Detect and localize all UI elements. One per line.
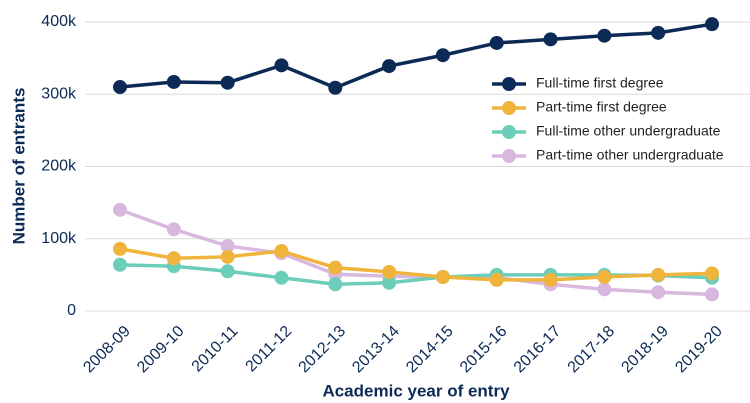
legend-marker bbox=[502, 149, 516, 163]
data-point bbox=[220, 75, 235, 90]
x-tick-label: 2016-17 bbox=[511, 323, 565, 377]
data-point bbox=[113, 80, 127, 95]
y-tick-label: 300k bbox=[41, 85, 77, 102]
x-tick-label: 2013-14 bbox=[349, 323, 403, 377]
data-point bbox=[597, 28, 612, 43]
data-point bbox=[328, 80, 343, 95]
x-tick-label: 2008-09 bbox=[80, 323, 134, 377]
x-tick-label: 2009-10 bbox=[134, 323, 188, 377]
data-point bbox=[274, 244, 289, 259]
data-point bbox=[597, 270, 612, 285]
x-tick-label: 2011-12 bbox=[243, 323, 296, 376]
data-point bbox=[651, 25, 666, 40]
y-axis-title: Number of entrants bbox=[9, 88, 28, 245]
y-tick-label: 200k bbox=[41, 158, 77, 175]
legend-label: Part-time other undergraduate bbox=[536, 147, 724, 163]
x-tick-label: 2018-19 bbox=[618, 323, 672, 377]
series-line bbox=[119, 247, 713, 282]
data-point bbox=[220, 238, 235, 253]
data-point bbox=[220, 249, 235, 264]
legend-label: Full-time other undergraduate bbox=[536, 123, 721, 139]
data-point bbox=[328, 260, 343, 275]
x-axis-title: Academic year of entry bbox=[322, 381, 510, 400]
y-tick-label: 0 bbox=[67, 302, 76, 319]
x-tick-label: 2012-13 bbox=[296, 323, 350, 377]
data-point bbox=[113, 202, 127, 217]
x-tick-label: 2017-18 bbox=[565, 323, 619, 377]
data-point bbox=[597, 282, 612, 297]
data-point bbox=[166, 222, 181, 237]
x-tick-label: 2019-20 bbox=[672, 323, 726, 377]
data-point bbox=[705, 287, 719, 302]
legend-marker bbox=[502, 101, 516, 115]
data-point bbox=[274, 58, 289, 73]
data-point bbox=[220, 264, 235, 279]
data-point bbox=[113, 241, 127, 256]
data-point bbox=[705, 17, 719, 32]
data-point bbox=[435, 270, 450, 285]
series-line bbox=[119, 22, 713, 90]
data-point bbox=[489, 35, 504, 50]
y-tick-label: 400k bbox=[41, 13, 77, 30]
data-point bbox=[113, 257, 127, 272]
x-tick-label: 2015-16 bbox=[457, 323, 511, 377]
legend-marker bbox=[502, 125, 516, 139]
legend-label: Part-time first degree bbox=[536, 99, 667, 115]
data-point bbox=[166, 251, 181, 266]
data-point bbox=[489, 272, 504, 287]
data-point bbox=[651, 267, 666, 282]
series-line bbox=[119, 208, 713, 297]
x-tick-label: 2010-11 bbox=[189, 323, 242, 376]
data-point bbox=[382, 264, 397, 279]
data-point bbox=[651, 285, 666, 300]
data-point bbox=[166, 74, 181, 89]
x-tick-label: 2014-15 bbox=[403, 323, 457, 377]
data-point bbox=[543, 32, 558, 47]
data-point bbox=[328, 277, 343, 292]
data-point bbox=[382, 59, 397, 74]
legend-marker bbox=[502, 77, 516, 91]
data-point bbox=[435, 48, 450, 63]
data-point bbox=[382, 275, 397, 290]
data-point bbox=[543, 272, 558, 287]
y-tick-label: 100k bbox=[41, 230, 77, 247]
data-point bbox=[705, 266, 719, 281]
legend-label: Full-time first degree bbox=[536, 75, 664, 91]
data-point bbox=[274, 270, 289, 285]
